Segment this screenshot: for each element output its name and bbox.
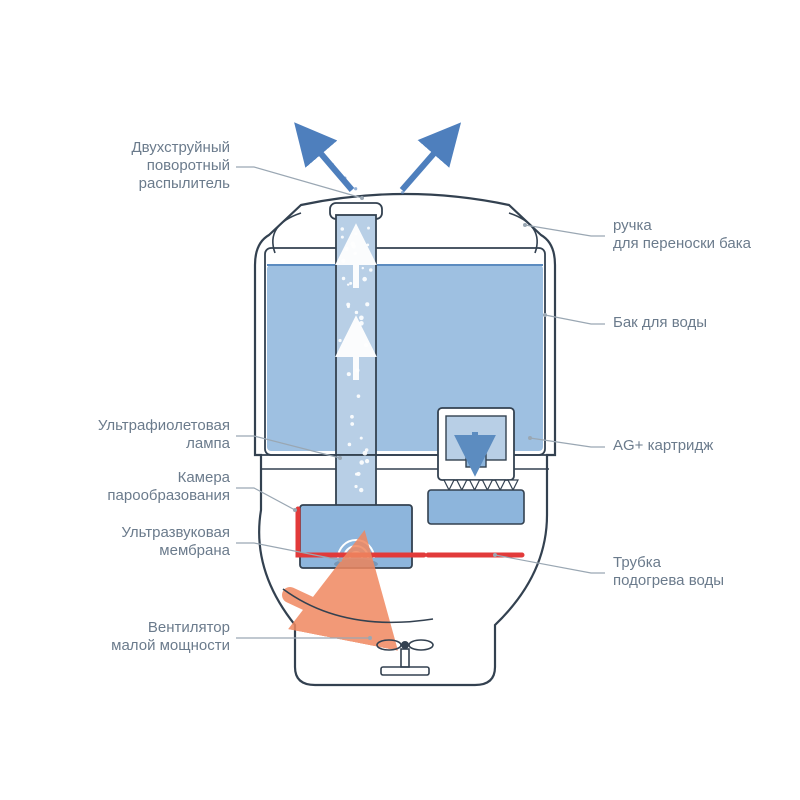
- label-text: Вентилятор: [148, 619, 230, 636]
- humidifier-diagram: Двухструйныйповоротныйраспылитель Ультраф…: [0, 0, 800, 800]
- label-text: Двухструйный: [132, 139, 231, 156]
- label-text: мембрана: [159, 542, 230, 559]
- label-text: ручка: [613, 217, 652, 234]
- label-text: лампа: [186, 435, 231, 452]
- fan-hub: [401, 641, 409, 649]
- mist-arrow: [305, 135, 352, 190]
- label-text: Бак для воды: [613, 314, 707, 331]
- label-text: подогрева воды: [613, 572, 724, 589]
- label-text: AG+ картридж: [613, 437, 713, 454]
- label-sprayer: Двухструйныйповоротныйраспылитель: [132, 139, 365, 200]
- label-text: Ультразвуковая: [121, 524, 230, 541]
- label-text: малой мощности: [111, 637, 230, 654]
- label-tank: Бак для воды: [543, 313, 707, 331]
- label-text: Камера: [178, 469, 231, 486]
- label-handle: ручкадля переноски бака: [523, 217, 752, 252]
- steam-chamber: [300, 505, 412, 568]
- label-text: Ультрафиолетовая: [98, 417, 230, 434]
- label-text: распылитель: [139, 175, 231, 192]
- mist-arrow: [402, 135, 450, 190]
- label-text: парообразования: [107, 487, 230, 504]
- label-text: поворотный: [147, 157, 230, 174]
- label-text: для переноски бака: [613, 235, 752, 252]
- label-text: Трубка: [613, 554, 662, 571]
- device-body: [255, 135, 555, 685]
